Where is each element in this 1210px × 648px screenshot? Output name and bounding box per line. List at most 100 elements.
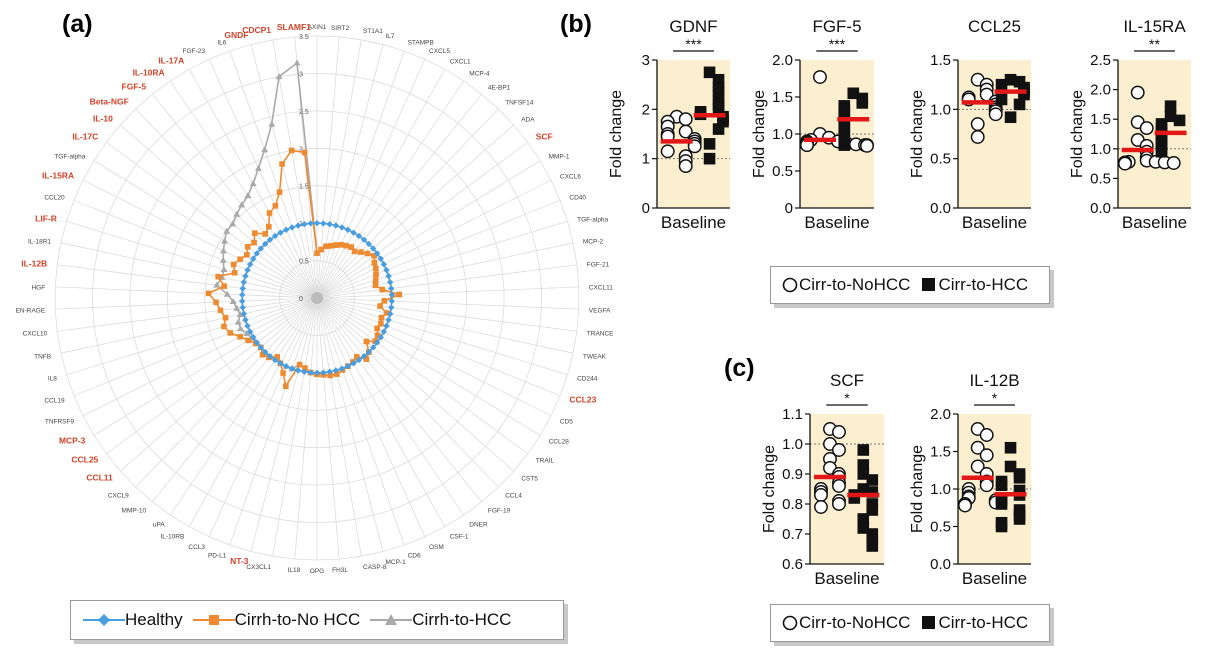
radar-category-label: IL-18R1: [28, 239, 52, 246]
radar-point: [301, 368, 308, 375]
radar-point: [385, 316, 392, 324]
radar-category-label: VEGFA: [589, 308, 611, 315]
radar-spoke: [120, 297, 318, 472]
radar-spoke: [316, 297, 446, 527]
radar-point: [227, 330, 233, 336]
radar-point: [213, 281, 221, 288]
radar-spoke: [316, 297, 528, 455]
radar-spoke: [316, 124, 514, 299]
radar-point: [288, 224, 296, 231]
radar-point: [222, 314, 229, 321]
data-point-filled-square: [995, 520, 1008, 533]
radar-point: [377, 255, 384, 262]
radar-category-label: OSM: [429, 544, 444, 551]
radar-point: [383, 310, 390, 316]
radar-spoke: [316, 297, 482, 503]
radar-point: [344, 363, 352, 370]
radar-category-label: CCL3: [188, 544, 205, 551]
data-point-filled-square: [1004, 460, 1017, 473]
radar-point: [386, 279, 394, 286]
data-point-filled-square: [866, 504, 879, 516]
diamond-marker-icon: [83, 614, 125, 626]
radar-tick-label: 0: [299, 296, 303, 303]
plot-title: FGF-5: [812, 17, 861, 36]
radar-tick-label: 3.5: [299, 34, 309, 41]
radar-spoke: [316, 297, 465, 516]
radar-point: [360, 236, 368, 243]
radar-point: [249, 180, 257, 187]
y-tick-label: 0.0: [930, 200, 951, 217]
y-tick-label: 0.8: [782, 496, 803, 513]
radar-category-label: CXCL5: [429, 48, 450, 55]
radar-point: [288, 147, 295, 154]
radar-category-label: SLAMF1: [277, 22, 311, 32]
y-tick-label: 1.5: [1090, 111, 1111, 128]
radar-point: [294, 367, 302, 374]
data-point-filled-square: [703, 138, 716, 150]
radar-point: [374, 332, 381, 339]
data-point-filled-square: [1018, 88, 1030, 101]
radar-point: [283, 383, 289, 390]
radar-category-label: IL6: [217, 40, 226, 47]
y-tick-label: 1.0: [930, 101, 951, 118]
significance-label: **: [1149, 36, 1160, 52]
plot-title: SCF: [830, 371, 864, 390]
radar-spoke: [316, 59, 426, 299]
radar-point: [238, 201, 246, 208]
data-point-open-circle: [832, 425, 846, 439]
radar-point: [374, 325, 380, 332]
radar-point: [326, 221, 333, 228]
radar-point: [251, 239, 257, 246]
radar-point: [332, 367, 340, 374]
x-axis-label: Baseline: [962, 569, 1027, 588]
data-point-open-circle: [970, 459, 985, 474]
data-point-filled-square: [1013, 513, 1026, 525]
significance-label: *: [844, 390, 850, 406]
radar-category-label: IL18: [288, 567, 301, 574]
legend-b: Cirr-to-NoHCC Cirr-to-HCC: [770, 266, 1050, 304]
data-point-filled-square: [1004, 73, 1017, 86]
radar-point: [380, 261, 388, 268]
data-point-filled-square: [857, 483, 870, 495]
radar-point: [396, 291, 403, 298]
radar-point: [365, 240, 372, 248]
data-point-filled-square: [857, 522, 870, 534]
legend-label: Cirrh-to-No HCC: [234, 610, 361, 629]
data-point-open-circle: [979, 428, 994, 442]
legend-label: Cirr-to-HCC: [938, 613, 1029, 632]
radar-category-label: TGF-alpha: [54, 153, 85, 160]
legend-item-healthy: Healthy: [83, 610, 183, 630]
data-point-open-circle: [832, 443, 846, 457]
radar-point: [231, 269, 238, 276]
radar-point: [372, 282, 379, 289]
radar-point: [350, 360, 357, 367]
radar-category-label: CCL11: [86, 473, 113, 483]
radar-point: [373, 250, 381, 257]
radar-category-label: IL-10: [93, 113, 113, 123]
radar-spoke: [57, 264, 318, 299]
radar-point: [320, 220, 327, 227]
radar-point: [240, 279, 248, 286]
radar-spoke: [188, 297, 318, 527]
radar-point: [313, 219, 321, 227]
y-axis-label: Fold change: [608, 90, 625, 178]
radar-point: [373, 265, 379, 272]
x-axis-label: Baseline: [804, 213, 869, 232]
radar-spoke: [316, 297, 579, 310]
data-point-open-circle: [958, 498, 972, 513]
radar-point: [236, 311, 244, 318]
radar-category-label: CST5: [521, 476, 538, 483]
data-point-filled-square: [1013, 471, 1026, 484]
data-point-open-circle: [970, 117, 985, 132]
data-point-open-circle: [1166, 156, 1181, 170]
radar-category-label: CXCL10: [23, 331, 48, 338]
panel-label-a: (a): [62, 10, 93, 38]
radar-point: [307, 369, 314, 376]
radar-category-label: CXCL9: [108, 492, 129, 499]
radar-spoke: [60, 297, 318, 354]
radar-tick-label: 2.5: [299, 109, 309, 116]
radar-point: [369, 245, 377, 252]
radar-spoke: [57, 297, 318, 332]
